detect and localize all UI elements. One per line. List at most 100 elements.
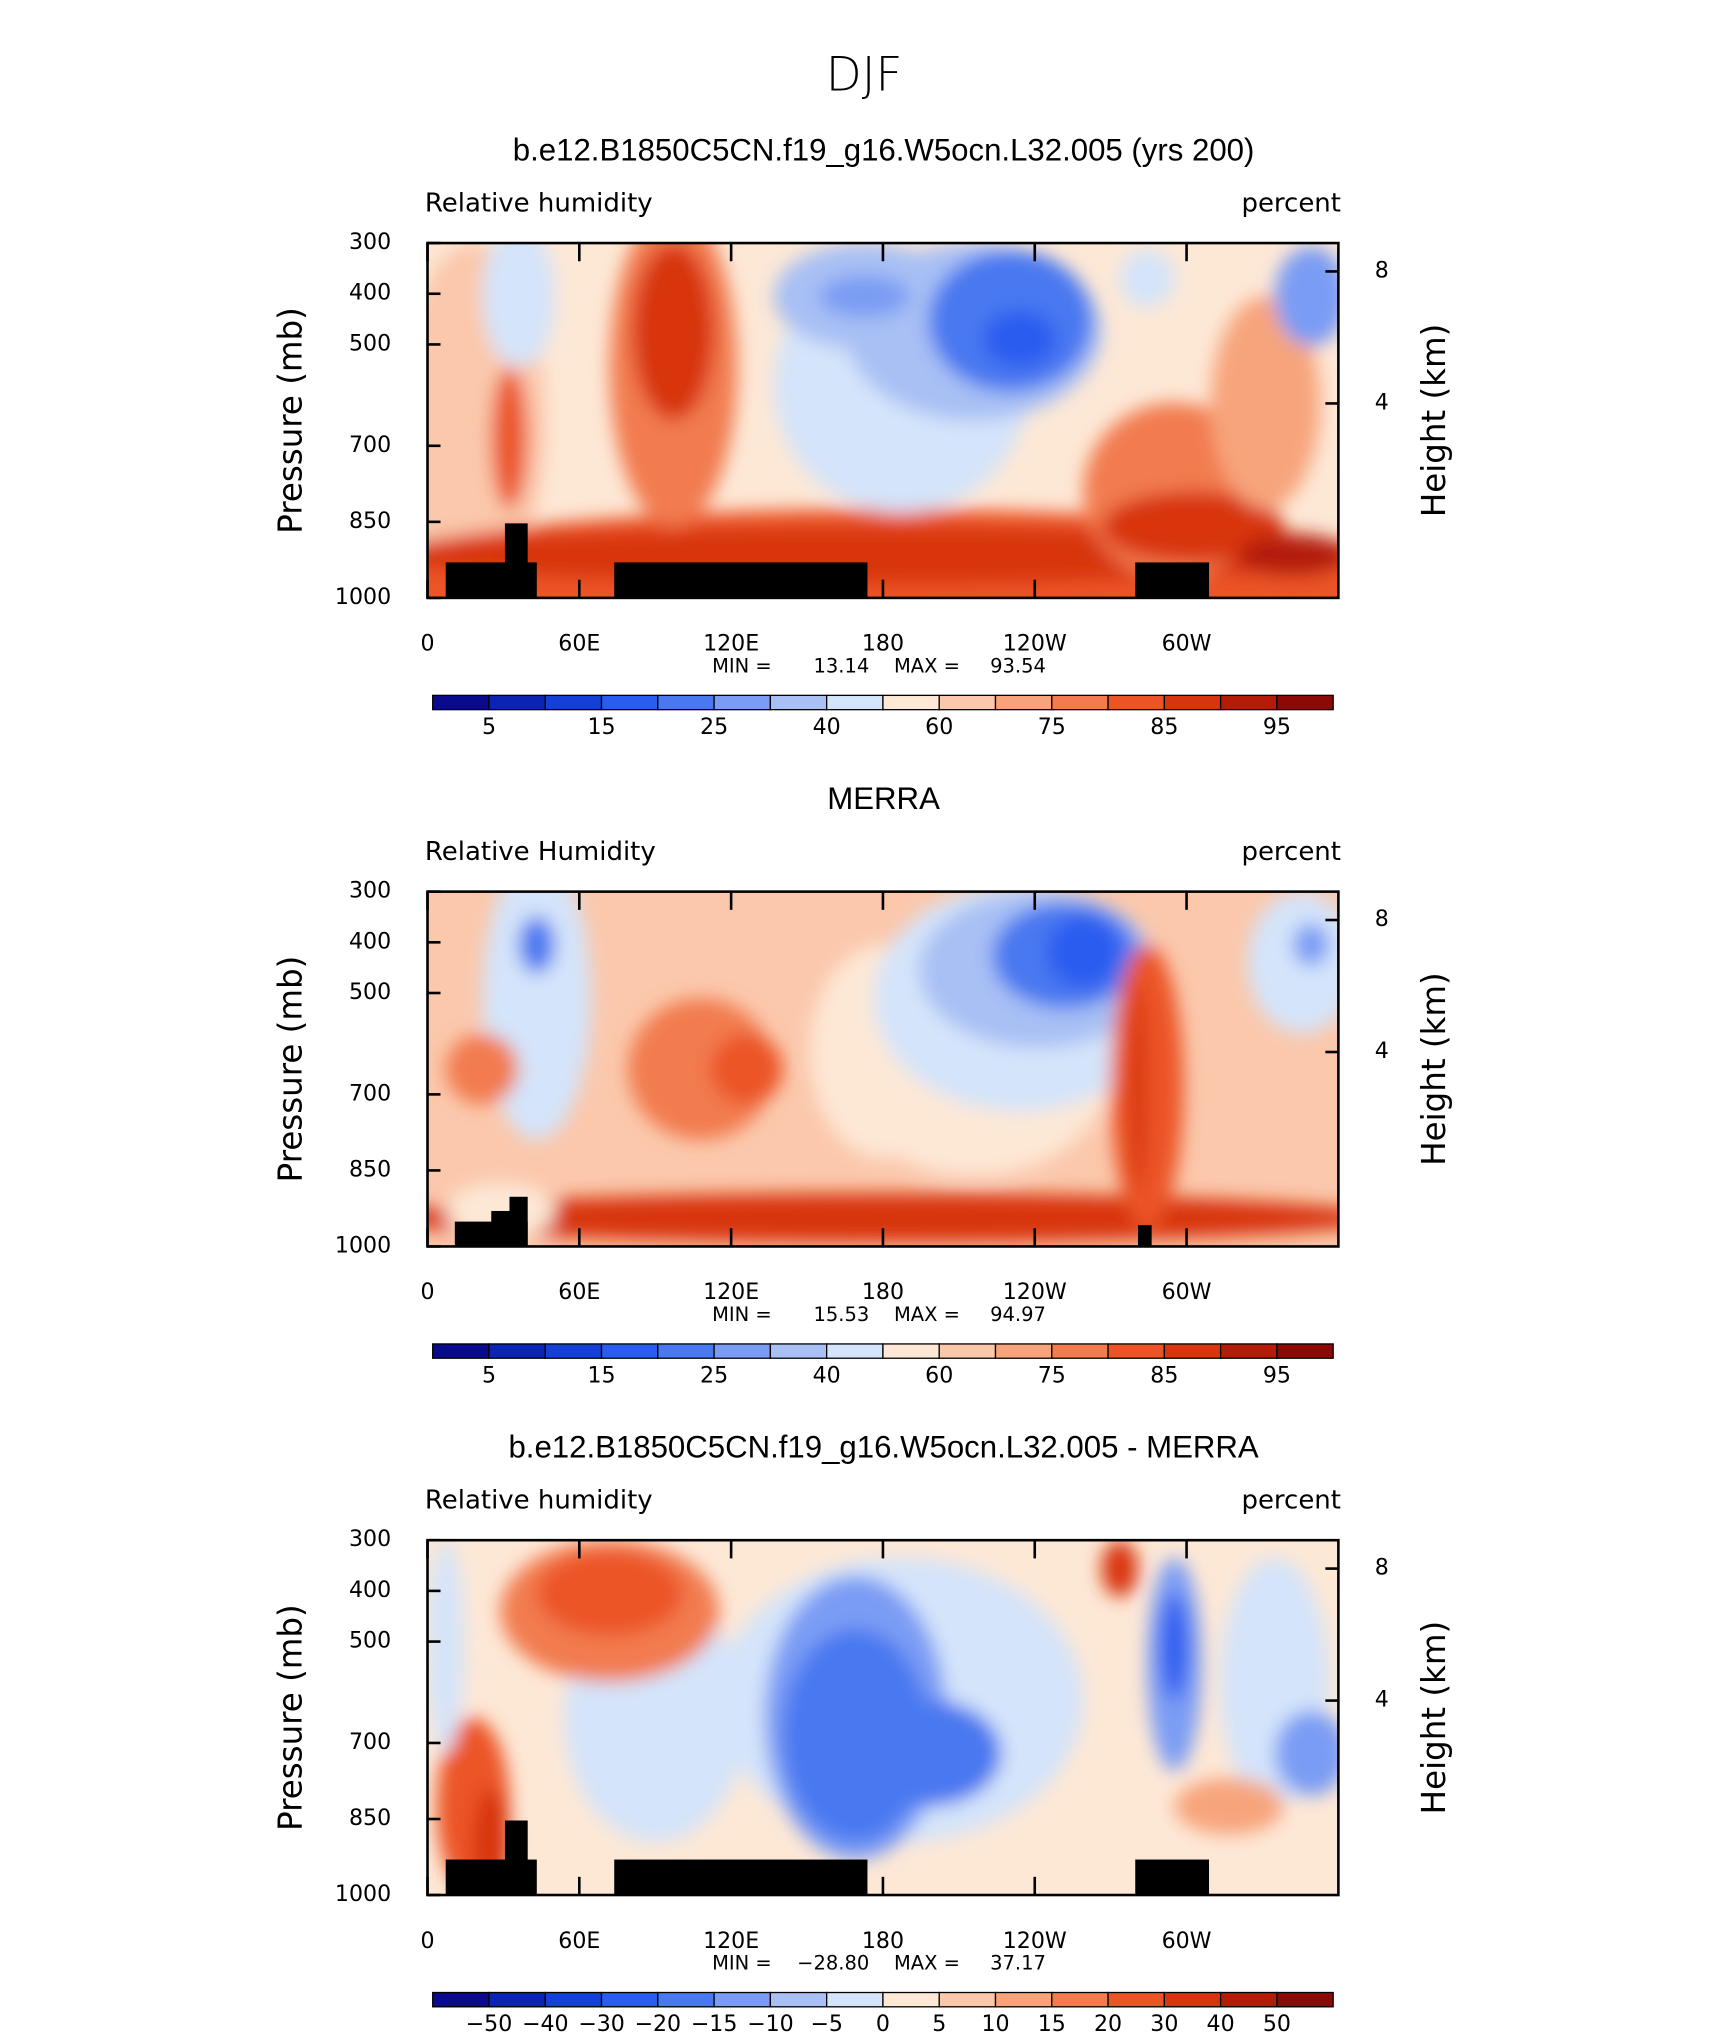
y2-tick-label: 4 — [1375, 1038, 1389, 1064]
topography — [504, 1820, 528, 1896]
colorbar-label: 85 — [1150, 714, 1178, 740]
colorbar-box — [882, 694, 940, 711]
field-blobs — [427, 891, 1339, 1243]
y2-tick-label: 8 — [1375, 1555, 1389, 1581]
y-tick-label: 400 — [349, 1577, 391, 1603]
colorbar-label: −10 — [747, 2011, 794, 2037]
x-tick-label: 120E — [703, 631, 759, 657]
x-tick-label: 120E — [703, 1928, 759, 1954]
colorbar-box — [432, 1343, 490, 1359]
colorbar-label: 50 — [1263, 2011, 1291, 2037]
figure-title: DJF — [826, 48, 903, 102]
y-axis-title: Pressure (mb) — [271, 307, 309, 534]
colorbar-label: 15 — [587, 1362, 615, 1388]
y-axis-title: Pressure (mb) — [271, 956, 309, 1183]
contour-region — [709, 1033, 783, 1105]
y-tick-label: 300 — [349, 878, 391, 904]
y-axis-title: Pressure (mb) — [271, 1604, 309, 1831]
max-value: 37.17 — [990, 1951, 1046, 1974]
colorbar-label: 25 — [700, 714, 728, 740]
colorbar-box — [769, 694, 828, 711]
colorbar-box — [657, 694, 715, 711]
colorbar-box — [657, 1991, 715, 2008]
colorbar-box — [600, 694, 659, 711]
y2-axis-title: Height (km) — [1415, 972, 1453, 1165]
topography — [614, 1859, 868, 1896]
y-tick-label: 400 — [349, 280, 391, 306]
x-tick-label: 0 — [420, 1928, 434, 1954]
y-tick-label: 1000 — [335, 1881, 391, 1907]
max-value: 93.54 — [990, 654, 1046, 677]
colorbar-label: 10 — [981, 2011, 1009, 2037]
x-tick-label: 0 — [420, 631, 434, 657]
y-tick-label: 1000 — [335, 584, 391, 610]
topography — [1135, 1859, 1210, 1896]
colorbar-label: 15 — [587, 714, 615, 740]
colorbar-label: 25 — [700, 1362, 728, 1388]
x-tick-label: 180 — [862, 1279, 904, 1305]
y-tick-label: 850 — [349, 1156, 391, 1182]
y2-tick-label: 4 — [1375, 1687, 1389, 1713]
x-tick-label: 120W — [1003, 631, 1067, 657]
max-value: 94.97 — [990, 1303, 1046, 1326]
colorbar-label: 60 — [925, 714, 953, 740]
contour-region — [1274, 1710, 1339, 1796]
colorbar-label: 15 — [1038, 2011, 1066, 2037]
colorbar-box — [882, 1991, 940, 2008]
contour-region — [518, 916, 556, 974]
contour-region — [1128, 980, 1148, 1194]
min-label: MIN = — [712, 1303, 772, 1326]
colorbar-box — [432, 1991, 490, 2008]
colorbar-label: 40 — [813, 1362, 841, 1388]
contour-region — [819, 274, 911, 318]
colorbar-box — [882, 1343, 940, 1359]
colorbar-label: 75 — [1038, 714, 1066, 740]
colorbar-label: 5 — [482, 714, 496, 740]
x-tick-label: 180 — [862, 631, 904, 657]
colorbar-box — [994, 1991, 1053, 2008]
field-label: Relative humidity — [425, 189, 653, 219]
colorbar-box — [713, 694, 772, 711]
colorbar-box — [1163, 1991, 1222, 2008]
colorbar-box — [1051, 1991, 1109, 2008]
colorbar-box — [1107, 1343, 1165, 1359]
contour-field — [427, 891, 1339, 1247]
x-tick-label: 0 — [420, 1279, 434, 1305]
max-label: MAX = — [894, 1951, 960, 1974]
units-label: percent — [1241, 837, 1341, 867]
colorbar-label: 60 — [925, 1362, 953, 1388]
colorbar-box — [600, 1991, 659, 2008]
x-tick-label: 60W — [1162, 1279, 1212, 1305]
contour-field — [427, 1540, 1339, 1896]
contour-region — [1101, 491, 1284, 563]
contour-region — [427, 1193, 1339, 1243]
colorbar-label: 40 — [1207, 2011, 1235, 2037]
colorbar-label: 95 — [1263, 714, 1291, 740]
contour-region — [855, 1699, 1002, 1807]
colorbar-box — [657, 1343, 715, 1359]
field-blobs — [427, 243, 1339, 598]
colorbar-box — [994, 1343, 1053, 1359]
min-value: 13.14 — [814, 654, 870, 677]
colorbar-box — [938, 1343, 997, 1359]
colorbar-box — [938, 1991, 997, 2008]
y-tick-label: 300 — [349, 1526, 391, 1552]
x-tick-label: 120E — [703, 1279, 759, 1305]
units-label: percent — [1241, 189, 1341, 219]
panel-title: b.e12.B1850C5CN.f19_g16.W5ocn.L32.005 - … — [508, 1429, 1258, 1464]
contour-field — [427, 243, 1339, 598]
max-label: MAX = — [894, 654, 960, 677]
colorbar-box — [488, 1991, 546, 2008]
colorbar-label: 5 — [932, 2011, 946, 2037]
colorbar-label: −40 — [522, 2011, 569, 2037]
y-tick-label: 700 — [349, 432, 391, 458]
colorbar-box — [544, 1343, 603, 1359]
x-tick-label: 60E — [558, 1279, 600, 1305]
colorbar-box — [1219, 694, 1278, 711]
colorbar-box — [600, 1343, 659, 1359]
topography — [509, 1196, 528, 1247]
contour-region — [1238, 534, 1339, 577]
colorbar-box — [1219, 1991, 1278, 2008]
colorbar-label: −5 — [810, 2011, 843, 2037]
colorbar-label: 0 — [876, 2011, 890, 2037]
